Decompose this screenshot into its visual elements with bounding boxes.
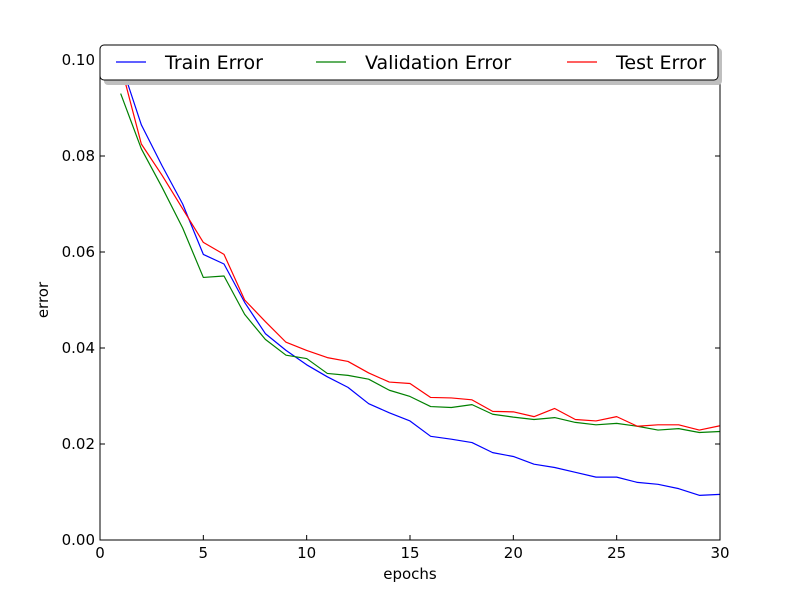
series-line-2 <box>120 64 721 431</box>
series-layer <box>120 62 721 496</box>
x-tick-label: 10 <box>297 544 316 562</box>
x-tick-label: 15 <box>400 544 419 562</box>
y-tick-label: 0.02 <box>62 435 95 453</box>
legend: Train Error Validation Error Test Error <box>99 44 722 85</box>
series-line-0 <box>120 62 721 496</box>
x-tick-label: 20 <box>504 544 523 562</box>
series-line-1 <box>120 93 721 434</box>
y-tick-label: 0.08 <box>62 147 95 165</box>
legend-box <box>99 44 719 81</box>
x-axis-label: epochs <box>383 565 437 583</box>
legend-label-2: Test Error <box>615 52 706 74</box>
x-tick-label: 5 <box>199 544 209 562</box>
ticks-layer: 0 5 10 15 20 25 30 0.00 0.02 0.04 0.06 0.08 0.10 <box>62 51 730 562</box>
x-tick-label: 30 <box>710 544 729 562</box>
y-axis-label: error <box>34 281 52 318</box>
x-tick-label: 25 <box>607 544 626 562</box>
legend-label-0: Train Error <box>164 52 263 74</box>
y-tick-label: 0.10 <box>62 51 95 69</box>
x-tick-label: 0 <box>95 544 105 562</box>
y-tick-label: 0.06 <box>62 243 95 261</box>
y-tick-label: 0.04 <box>62 339 95 357</box>
y-tick-label: 0.00 <box>62 531 95 549</box>
legend-label-1: Validation Error <box>365 52 511 74</box>
